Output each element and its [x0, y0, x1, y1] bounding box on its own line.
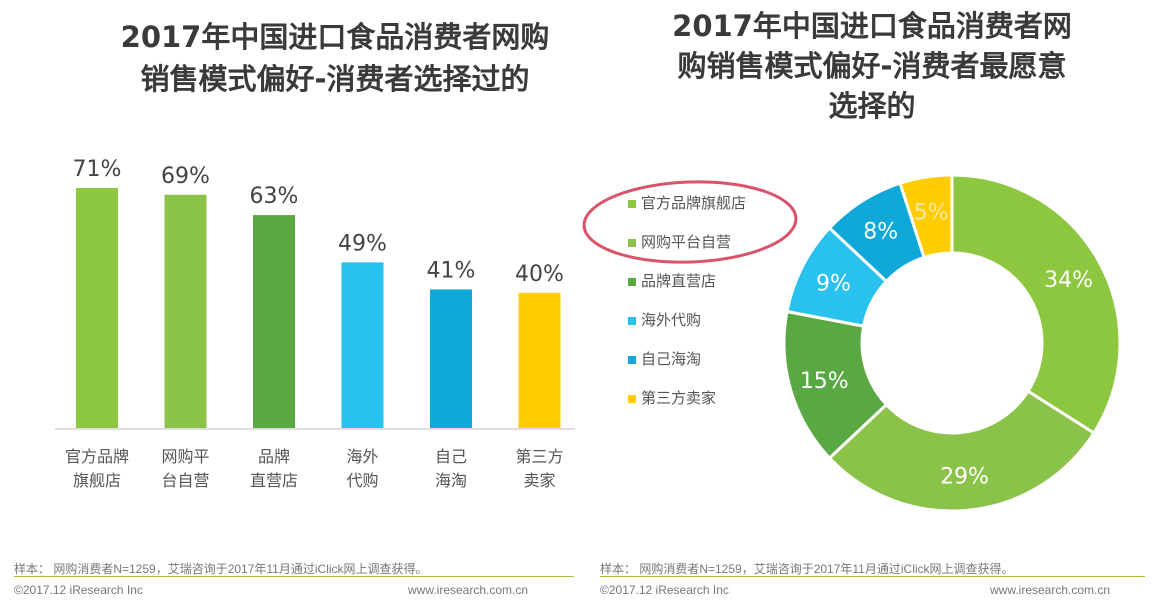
- legend-swatch-0: [628, 200, 636, 208]
- slice-value-label-2: 15%: [800, 369, 849, 394]
- left-copyright: ©2017.12 iResearch Inc: [14, 583, 143, 597]
- right-chart-title: 2017年中国进口食品消费者网 购销售模式偏好-消费者最愿意 选择的: [622, 6, 1122, 126]
- right-copyright: ©2017.12 iResearch Inc: [600, 583, 729, 597]
- slice-value-label-3: 9%: [816, 272, 851, 297]
- left-sample-note: 样本： 网购消费者N=1259，艾瑞咨询于2017年11月通过iClick网上调…: [14, 562, 428, 576]
- category-label-5-1: 卖家: [523, 471, 555, 490]
- bar-value-label-0: 71%: [73, 157, 122, 182]
- legend-swatch-3: [628, 317, 636, 325]
- bar-3: [341, 262, 384, 428]
- donut-slice-0: [950, 173, 1122, 436]
- bar-5: [518, 292, 561, 428]
- category-label-2-0: 品牌: [258, 447, 290, 466]
- category-label-4-0: 自己: [435, 447, 467, 466]
- right-title-line-2: 购销售模式偏好-消费者最愿意: [677, 49, 1067, 83]
- donut-slice-5: [898, 173, 954, 260]
- category-label-5-0: 第三方: [515, 447, 563, 466]
- category-label-1-0: 网购平: [161, 447, 209, 466]
- slice-value-label-5: 5%: [914, 201, 949, 226]
- bar-value-label-5: 40%: [515, 262, 564, 287]
- left-website: www.iresearch.com.cn: [408, 583, 529, 597]
- bar-0: [76, 188, 118, 428]
- slice-value-label-0: 34%: [1044, 268, 1093, 293]
- right-footer-divider: [600, 576, 1145, 577]
- bar-value-label-3: 49%: [338, 231, 387, 256]
- left-footer-divider: [14, 576, 574, 577]
- bar-2: [253, 215, 295, 428]
- right-title-line-3: 选择的: [828, 89, 916, 123]
- legend-swatch-5: [628, 395, 636, 403]
- legend-label-1: 网购平台自营: [641, 233, 731, 251]
- legend-label-3: 海外代购: [641, 311, 701, 329]
- legend-swatch-1: [628, 239, 636, 247]
- legend-swatch-2: [628, 278, 636, 286]
- bar-value-label-2: 63%: [250, 184, 299, 209]
- donut-chart: 34% 29% 15% 9% 8% 5% 官方品牌旗舰店网购平台自营品牌直营店海外代购自己海…: [582, 173, 1122, 513]
- category-label-3-1: 代购: [346, 471, 378, 490]
- legend-label-4: 自己海淘: [641, 350, 701, 368]
- donut-slice-1: [827, 389, 1096, 513]
- left-title-line-1: 2017年中国进口食品消费者网购: [120, 20, 550, 54]
- legend-swatch-4: [628, 356, 636, 364]
- slice-value-label-4: 8%: [863, 220, 898, 245]
- bar-1: [164, 194, 207, 428]
- legend-label-2: 品牌直营店: [641, 272, 716, 290]
- category-label-4-1: 海淘: [435, 471, 467, 490]
- category-label-1-1: 台自营: [161, 471, 209, 490]
- right-website: www.iresearch.com.cn: [990, 583, 1111, 597]
- category-label-0-0: 官方品牌: [65, 447, 129, 466]
- right-title-line-1: 2017年中国进口食品消费者网: [672, 9, 1072, 43]
- slice-value-label-1: 29%: [940, 464, 989, 489]
- legend-label-0: 官方品牌旗舰店: [641, 194, 746, 212]
- category-label-0-1: 旗舰店: [73, 471, 121, 490]
- left-title-line-2: 销售模式偏好-消费者选择过的: [140, 62, 530, 96]
- left-chart-title: 2017年中国进口食品消费者网购 销售模式偏好-消费者选择过的: [55, 16, 615, 100]
- category-label-3-0: 海外: [346, 447, 378, 466]
- bar-value-label-1: 69%: [161, 164, 210, 189]
- bar-4: [430, 289, 472, 428]
- bar-value-label-4: 41%: [427, 258, 476, 283]
- highlight-circle: [582, 180, 798, 264]
- legend-label-5: 第三方卖家: [641, 389, 716, 407]
- category-label-2-1: 直营店: [250, 471, 298, 490]
- bar-chart: 71% 官方品牌旗舰店 69% 网购平台自营 63% 品牌直营店 49% 海外代购 41% 自己海…: [55, 157, 575, 490]
- right-sample-note: 样本： 网购消费者N=1259，艾瑞咨询于2017年11月通过iClick网上调…: [600, 562, 1014, 576]
